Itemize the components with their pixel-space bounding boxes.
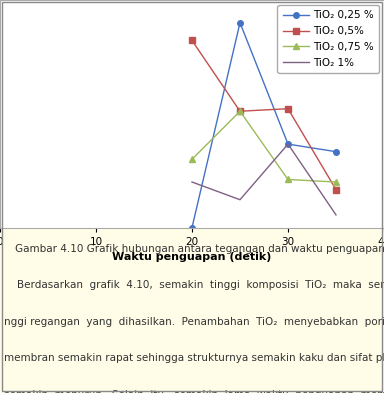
Line: TiO₂ 0,25 %: TiO₂ 0,25 % [189, 20, 339, 230]
TiO₂ 0,75 % [334, 180, 338, 184]
TiO₂ 1% [334, 213, 338, 217]
TiO₂ 0,25 % [334, 149, 338, 154]
TiO₂ 0,25 % [238, 20, 242, 25]
Line: TiO₂ 1%: TiO₂ 1% [192, 144, 336, 215]
TiO₂ 1% [238, 197, 242, 202]
Line: TiO₂ 0,5%: TiO₂ 0,5% [189, 38, 339, 193]
TiO₂ 1% [286, 142, 290, 147]
Legend: TiO₂ 0,25 %, TiO₂ 0,5%, TiO₂ 0,75 %, TiO₂ 1%: TiO₂ 0,25 %, TiO₂ 0,5%, TiO₂ 0,75 %, TiO… [277, 5, 379, 73]
TiO₂ 1% [190, 180, 194, 184]
TiO₂ 0,75 % [190, 157, 194, 162]
TiO₂ 0,5% [238, 109, 242, 114]
X-axis label: Waktu penguapan (detik): Waktu penguapan (detik) [112, 252, 272, 262]
TiO₂ 0,5% [334, 187, 338, 192]
TiO₂ 0,25 % [190, 225, 194, 230]
Text: Gambar 4.10 Grafik hubungan antara tegangan dan waktu penguapan: Gambar 4.10 Grafik hubungan antara tegan… [15, 244, 384, 254]
Text: semakin  menurun.  Selain  itu,  semakin  lama  waktu  penguapan  membra: semakin menurun. Selain itu, semakin lam… [4, 390, 384, 393]
TiO₂ 0,25 % [286, 142, 290, 147]
TiO₂ 0,75 % [286, 177, 290, 182]
Text: membran semakin rapat sehingga strukturnya semakin kaku dan sifat plastisita: membran semakin rapat sehingga strukturn… [4, 353, 384, 363]
TiO₂ 0,75 % [238, 109, 242, 114]
Text: Berdasarkan  grafik  4.10,  semakin  tinggi  komposisi  TiO₂  maka  semaki: Berdasarkan grafik 4.10, semakin tinggi … [4, 281, 384, 290]
TiO₂ 0,5% [190, 38, 194, 43]
Text: nggi regangan  yang  dihasilkan.  Penambahan  TiO₂  menyebabkan  pori-po: nggi regangan yang dihasilkan. Penambaha… [4, 317, 384, 327]
TiO₂ 0,5% [286, 107, 290, 111]
Line: TiO₂ 0,75 %: TiO₂ 0,75 % [189, 108, 339, 185]
